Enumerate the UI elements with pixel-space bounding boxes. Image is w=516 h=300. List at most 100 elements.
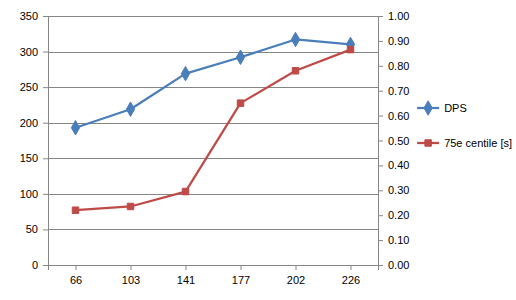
- tick-mark: [378, 16, 383, 17]
- tick-label: 1.00: [388, 10, 409, 22]
- tick: 150: [20, 152, 48, 164]
- series: [72, 46, 353, 213]
- tick-label: 66: [70, 274, 82, 286]
- tick: 0.90: [378, 35, 409, 47]
- tick-mark: [43, 265, 48, 266]
- legend-marker: [424, 101, 432, 115]
- tick-mark: [378, 66, 383, 67]
- series-marker: [292, 68, 298, 74]
- tick: 0.40: [378, 159, 409, 171]
- tick-label: 177: [232, 274, 250, 286]
- grid-line: [48, 229, 378, 230]
- series-line: [76, 50, 351, 211]
- tick-mark: [378, 41, 383, 42]
- tick: 103: [122, 265, 140, 286]
- series-line: [76, 39, 351, 127]
- series-marker: [72, 207, 78, 213]
- tick-label: 0: [32, 259, 38, 271]
- tick-label: 103: [122, 274, 140, 286]
- tick-mark: [378, 190, 383, 191]
- tick: 0.20: [378, 209, 409, 221]
- series-marker: [71, 120, 79, 134]
- tick: 226: [342, 265, 360, 286]
- tick-mark: [43, 123, 48, 124]
- series-marker: [347, 46, 353, 52]
- tick-mark: [43, 158, 48, 159]
- tick-label: 0.00: [388, 259, 409, 271]
- grid-line: [48, 194, 378, 195]
- tick-mark: [131, 265, 132, 270]
- tick-mark: [378, 116, 383, 117]
- plot-area: 66 103 141 177 202 226 0 50 100 150 200 250 300 350 0.…: [20, 10, 410, 286]
- tick-label: 300: [20, 46, 38, 58]
- tick-label: 0.50: [388, 135, 409, 147]
- tick: 350: [20, 10, 48, 22]
- tick-mark: [43, 87, 48, 88]
- series: [71, 32, 354, 135]
- grid-line: [48, 158, 378, 159]
- axis-line: [49, 266, 379, 271]
- tick: 177: [232, 265, 250, 286]
- tick-mark: [378, 165, 383, 166]
- legend-item: DPS: [417, 101, 467, 115]
- legend: DPS 75e centile [s]: [417, 101, 512, 149]
- tick-mark: [378, 265, 383, 266]
- grid-line: [48, 123, 378, 124]
- series-marker: [126, 102, 134, 116]
- tick-label: 350: [20, 10, 38, 22]
- tick-mark: [378, 91, 383, 92]
- axis-line: [379, 17, 384, 266]
- tick: 0.60: [378, 110, 409, 122]
- grid-line: [48, 87, 378, 88]
- legend-item: 75e centile [s]: [417, 137, 512, 149]
- tick-label: 141: [177, 274, 195, 286]
- chart: 66 103 141 177 202 226 0 50 100 150 200 250 300 350 0.…: [0, 0, 516, 300]
- tick: 141: [177, 265, 195, 286]
- axis-line: [43, 17, 49, 266]
- grid: [48, 17, 378, 266]
- tick-label: 200: [20, 117, 38, 129]
- tick: 0.10: [378, 234, 409, 246]
- tick-mark: [43, 229, 48, 230]
- tick-label: 0.20: [388, 209, 409, 221]
- tick-label: 226: [342, 274, 360, 286]
- series-marker: [182, 188, 188, 194]
- tick: 0.00: [378, 259, 409, 271]
- tick: 0: [32, 259, 48, 271]
- tick-mark: [296, 265, 297, 270]
- tick-label: 50: [26, 223, 38, 235]
- legend-label: DPS: [444, 102, 467, 114]
- tick: 0.50: [378, 135, 409, 147]
- tick: 202: [287, 265, 305, 286]
- legend-label: 75e centile [s]: [444, 137, 512, 149]
- tick-label: 202: [287, 274, 305, 286]
- tick-mark: [378, 141, 383, 142]
- tick-mark: [241, 265, 242, 270]
- tick-label: 0.90: [388, 35, 409, 47]
- tick-label: 150: [20, 152, 38, 164]
- tick: 300: [20, 46, 48, 58]
- tick: 200: [20, 117, 48, 129]
- series-marker: [127, 203, 133, 209]
- tick-label: 0.80: [388, 60, 409, 72]
- tick: 100: [20, 188, 48, 200]
- tick-mark: [378, 240, 383, 241]
- series-group: [71, 32, 354, 213]
- tick-mark: [76, 265, 77, 270]
- tick-label: 250: [20, 81, 38, 93]
- tick: 66: [70, 265, 82, 286]
- series-marker: [181, 66, 189, 80]
- tick-label: 0.40: [388, 159, 409, 171]
- tick-mark: [43, 52, 48, 53]
- tick-mark: [186, 265, 187, 270]
- tick-mark: [43, 194, 48, 195]
- y-axis: 0 50 100 150 200 250 300 350: [20, 10, 49, 271]
- tick-label: 0.10: [388, 234, 409, 246]
- tick-label: 0.30: [388, 184, 409, 196]
- tick: 50: [26, 223, 48, 235]
- tick-label: 0.60: [388, 110, 409, 122]
- tick-mark: [43, 16, 48, 17]
- tick-mark: [351, 265, 352, 270]
- series-marker: [237, 100, 243, 106]
- y2-axis: 0.000.100.200.300.400.500.600.700.800.90…: [378, 10, 409, 271]
